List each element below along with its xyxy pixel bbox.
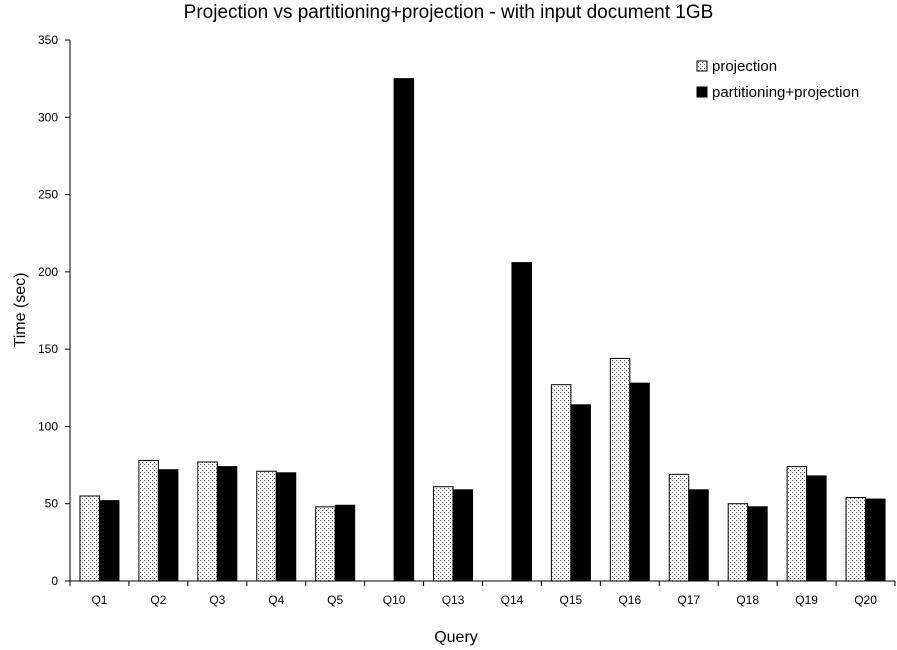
bar-partitioning-projection [98,500,120,582]
bar-partitioning-projection [452,489,474,582]
bar-partitioning-projection [334,504,356,582]
y-tick-label: 100 [38,419,58,433]
x-tick-label: Q5 [327,593,343,607]
legend-label-projection: projection [712,58,777,75]
bar-partitioning-projection [570,404,591,582]
bar-partitioning-projection [629,382,650,582]
y-tick-label: 300 [38,110,58,124]
legend-label-partitioning-projection: partitioning+projection [712,84,859,101]
bar-projection [315,506,336,582]
bar-partitioning-projection [157,469,179,582]
y-tick-label: 350 [38,33,58,47]
legend-swatch-partitioning-projection [696,86,708,98]
x-tick-label: Q20 [854,593,877,607]
bar-projection [786,466,808,582]
y-axis-title: Time (sec) [12,273,29,348]
y-tick-label: 50 [45,497,59,511]
bar-projection [609,357,631,582]
y-tick-label: 0 [51,574,58,588]
x-tick-label: Q19 [795,593,818,607]
x-tick-label: Q17 [677,593,700,607]
bar-partitioning-projection [806,475,827,582]
bar-partitioning-projection [393,78,415,582]
bar-projection [727,503,749,582]
y-tick-label: 250 [38,188,58,202]
bar-projection [256,470,277,582]
x-tick-label: Q2 [150,593,166,607]
bar-projection [433,486,454,582]
legend: projection partitioning+projection [696,58,859,101]
bar-projection [197,461,218,582]
bar-partitioning-projection [275,472,297,582]
x-axis-title: Query [434,629,478,646]
x-tick-label: Q1 [91,593,107,607]
bar-partitioning-projection [216,466,238,582]
y-tick-label: 200 [38,265,58,279]
x-tick-label: Q14 [501,593,524,607]
bar-projection [550,384,572,582]
y-tick-label: 150 [38,342,58,356]
bar-projection [845,497,867,582]
bar-partitioning-projection [511,262,532,582]
bar-partitioning-projection [865,498,886,582]
x-tick-label: Q4 [268,593,284,607]
x-tick-label: Q15 [560,593,583,607]
bar-partitioning-projection [688,489,709,582]
x-tick-label: Q18 [736,593,759,607]
legend-swatch-projection [696,60,708,72]
bar-partitioning-projection [747,506,768,582]
x-tick-label: Q10 [383,593,406,607]
chart-title: Projection vs partitioning+projection - … [183,2,714,23]
bar-projection [668,473,690,582]
bar-projection [79,495,100,582]
bar-projection [138,459,159,582]
x-tick-label: Q13 [442,593,465,607]
x-tick-label: Q3 [209,593,225,607]
x-tick-label: Q16 [618,593,641,607]
